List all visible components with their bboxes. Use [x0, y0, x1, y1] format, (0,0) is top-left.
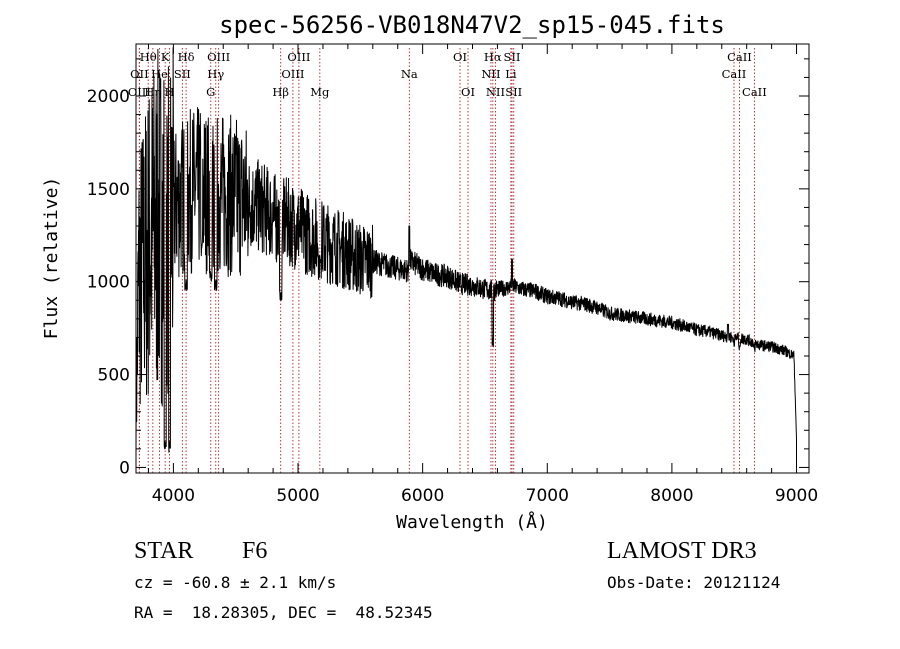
line-marker-label: OI [453, 50, 467, 64]
line-marker-label: Mg [310, 85, 330, 99]
line-marker-label: Hβ [272, 85, 289, 99]
line-marker-label: Hδ [178, 50, 195, 64]
line-marker-label: OIII [207, 50, 230, 64]
x-tick-label: 7000 [526, 486, 569, 506]
object-class: STAR [134, 538, 194, 564]
redshift-text: cz = -60.8 ± 2.1 km/s [134, 573, 337, 592]
coordinates-text: RA = 18.28305, DEC = 48.52345 [134, 603, 433, 622]
y-tick-label: 1500 [87, 180, 130, 200]
line-marker-label: SII [504, 50, 521, 64]
y-axis-label: Flux (relative) [41, 177, 62, 340]
y-tick-label: 2000 [87, 87, 130, 107]
line-marker-label: OIII [287, 50, 310, 64]
x-tick-label: 9000 [775, 486, 818, 506]
line-marker-label: Li [505, 67, 517, 81]
y-tick-label: 500 [98, 366, 130, 386]
axes: 4000 5000 6000 7000 8000 9000 0 500 1000 1500 2000 [87, 44, 818, 506]
line-marker-label: H [165, 85, 175, 99]
line-marker-label: OIII [281, 67, 304, 81]
survey-name: LAMOST DR3 [607, 538, 757, 564]
flux-line [135, 47, 797, 468]
y-tick-label: 1000 [87, 273, 130, 293]
line-marker-label: Hθ [140, 50, 157, 64]
line-marker-label: NII [486, 85, 505, 99]
x-tick-label: 6000 [401, 486, 444, 506]
line-marker-label: Na [401, 67, 418, 81]
line-marker-label: Hγ [207, 67, 224, 81]
line-marker-label: CaII [722, 67, 747, 81]
object-subclass: F6 [242, 538, 268, 564]
line-marker-label: Hα [484, 50, 502, 64]
x-axis-label: Wavelength (Å) [396, 511, 548, 533]
x-tick-label: 5000 [276, 486, 319, 506]
obs-date: Obs-Date: 20121124 [607, 573, 781, 592]
chart-title: spec-56256-VB018N47V2_sp15-045.fits [219, 11, 725, 39]
line-marker-label: CaII [727, 50, 752, 64]
x-tick-label: 8000 [650, 486, 693, 506]
x-tick-label: 4000 [152, 486, 195, 506]
line-marker-label: CaII [742, 85, 767, 99]
spectrum-series [135, 47, 797, 468]
line-marker-label: G [206, 85, 215, 99]
line-marker-label: SII [174, 67, 191, 81]
line-marker-label: SII [505, 85, 522, 99]
plot-frame [135, 43, 810, 474]
line-marker-label: NII [481, 67, 500, 81]
line-marker-label: OI [461, 85, 475, 99]
y-tick-label: 0 [119, 458, 130, 478]
line-marker-label: K [161, 50, 170, 64]
line-marker-label: Hη [144, 85, 161, 99]
